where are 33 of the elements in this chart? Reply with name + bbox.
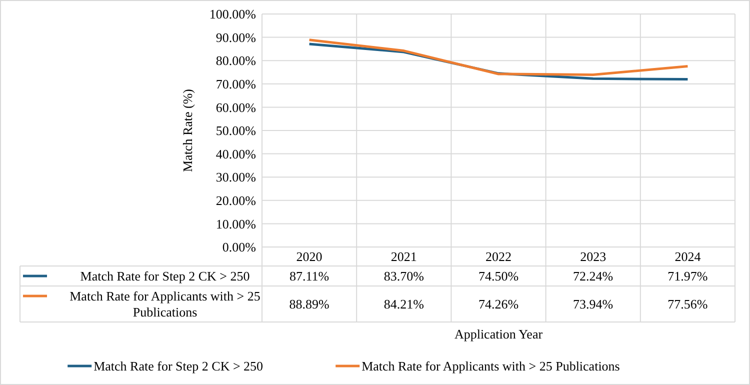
y-tick-label: 40.00% [216, 146, 256, 162]
text: Match Rate for Applicants with > 25 Publications [362, 358, 620, 374]
legend-label: Match Rate for Applicants with > 25 Publications [70, 288, 260, 320]
data-label: 74.50% [478, 268, 519, 284]
x-tick-label: 2024 [674, 249, 702, 264]
y-tick-label: 30.00% [216, 170, 256, 185]
y-tick-label: 20.00% [216, 192, 256, 208]
data-label: 83.70% [384, 268, 424, 284]
y-tick-label: 10.00% [216, 216, 256, 232]
data-label: 72.24% [573, 268, 614, 284]
data-label: 73.94% [573, 296, 614, 312]
line-series [308, 38, 689, 76]
y-axis-title: Match Rate (%) [180, 88, 195, 172]
data-label: 87.11% [289, 268, 330, 284]
data-label: 84.21% [384, 296, 424, 312]
x-axis-title: Application Year [454, 326, 544, 342]
data-label: 88.89% [289, 296, 330, 312]
x-tick-label: 2023 [580, 249, 606, 264]
y-tick-label: 80.00% [216, 53, 256, 68]
y-tick-label: 70.00% [216, 76, 256, 92]
y-tick-label: 0.00% [222, 240, 256, 255]
y-tick-label: 100.00% [209, 6, 256, 22]
x-tick-label: 2020 [296, 249, 322, 264]
text: Match Rate for Step 2 CK > 250 [80, 268, 250, 284]
data-label: 71.97% [668, 268, 708, 284]
data-label: 74.26% [478, 296, 519, 312]
legend-label: Match Rate for Step 2 CK > 250 [94, 358, 264, 374]
x-tick-label: 2022 [486, 249, 512, 264]
x-tick-label: 2021 [390, 249, 417, 264]
data-label: 77.56% [668, 296, 708, 312]
y-tick-label: 60.00% [216, 100, 256, 115]
y-tick-label: 90.00% [216, 30, 256, 45]
y-tick-label: 50.00% [216, 123, 256, 138]
